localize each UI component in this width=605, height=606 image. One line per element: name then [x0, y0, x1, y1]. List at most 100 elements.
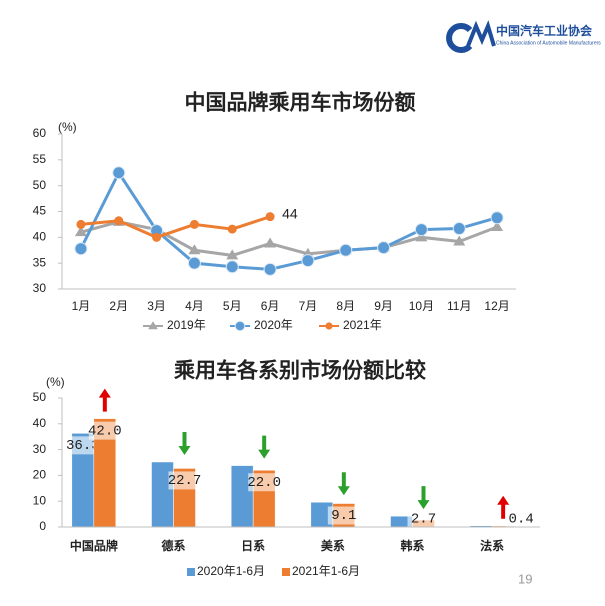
series-line: [80, 215, 271, 239]
point: [188, 244, 201, 255]
trend-arrow: [258, 435, 271, 459]
page-number: 19: [518, 571, 532, 586]
data-label-box: [327, 506, 360, 525]
x-tick-label: 中国品牌: [70, 538, 118, 553]
logo-name: 中国汽车工业协会: [496, 23, 593, 38]
point: [187, 256, 201, 270]
x-tick-label: 10月: [409, 299, 434, 313]
data-label: 44: [282, 205, 298, 221]
trend-arrow: [178, 431, 191, 455]
data-label: 22.7: [168, 473, 202, 489]
point: [339, 243, 353, 257]
series-line: [80, 220, 498, 257]
x-tick-label: 3月: [147, 299, 166, 313]
trend-arrow: [98, 388, 111, 412]
chart-title: 中国品牌乘用车市场份额: [185, 91, 416, 115]
data-label-box: [505, 510, 538, 528]
y-tick-label: 45: [33, 204, 47, 218]
x-tick-label: 4月: [185, 299, 204, 313]
y-tick-label: 60: [33, 126, 47, 140]
point: [415, 231, 428, 242]
y-tick-label: 50: [33, 390, 47, 404]
point: [452, 222, 466, 236]
x-tick-label: 德系: [161, 538, 185, 553]
legend-marker: [234, 320, 246, 332]
y-tick-label: 10: [33, 493, 47, 507]
x-tick-label: 美系: [321, 538, 345, 553]
y-tick-label: 30: [33, 281, 47, 295]
y-tick-label: 40: [33, 230, 47, 244]
point: [152, 232, 162, 242]
legend-swatch: [282, 568, 290, 576]
x-tick-label: 1月: [72, 299, 91, 313]
x-tick-label: 日系: [241, 538, 265, 553]
point: [265, 212, 275, 222]
logo-mark: [446, 23, 473, 53]
point: [225, 260, 239, 274]
point: [301, 254, 315, 268]
x-tick-label: 8月: [336, 299, 355, 313]
point: [74, 226, 87, 237]
legend-marker: [325, 322, 333, 330]
x-tick-label: 5月: [223, 299, 242, 313]
y-tick-label: 0: [39, 519, 46, 533]
y-tick-label: 30: [33, 442, 47, 456]
trend-arrow: [337, 472, 350, 496]
data-label-box: [66, 436, 99, 455]
data-label-box: [88, 421, 121, 440]
point: [377, 241, 391, 255]
legend-label: 2020年: [254, 318, 293, 332]
point: [490, 211, 504, 225]
x-tick-label: 7月: [299, 299, 318, 313]
data-label: 9.1: [331, 508, 356, 524]
x-tick-label: 11月: [447, 299, 471, 313]
trend-arrow: [417, 486, 430, 510]
point: [453, 235, 466, 246]
x-tick-label: 6月: [261, 299, 280, 313]
y-tick-label: 55: [33, 152, 47, 166]
point: [226, 249, 239, 260]
logo: 中国汽车工业协会 China Association of Automobile…: [446, 20, 601, 53]
x-tick-label: 12月: [484, 299, 509, 313]
x-tick-label: 2月: [109, 299, 128, 313]
legend-label: 2021年: [343, 318, 382, 332]
data-label: 0.4: [509, 512, 534, 528]
y-unit: (%): [58, 120, 77, 134]
data-label-box: [168, 471, 201, 490]
logo-mark: [466, 20, 496, 47]
data-label: 42.0: [88, 423, 122, 439]
point: [76, 219, 86, 229]
data-label: 36.3: [66, 438, 100, 454]
y-tick-label: 35: [33, 255, 47, 269]
point: [114, 216, 124, 226]
x-tick-label: 9月: [374, 299, 393, 313]
point: [264, 237, 277, 248]
point: [74, 242, 88, 256]
y-tick-label: 50: [33, 178, 47, 192]
legend-swatch: [187, 568, 195, 576]
data-label-box: [407, 510, 440, 528]
point: [189, 219, 199, 229]
x-tick-label: 法系: [480, 538, 504, 553]
point: [112, 166, 126, 180]
point: [263, 262, 277, 276]
data-label: 2.7: [411, 512, 436, 528]
legend-marker: [148, 321, 158, 330]
point: [414, 223, 428, 237]
trend-arrow: [497, 495, 510, 519]
data-label: 22.0: [247, 475, 281, 491]
chart-title: 乘用车各系别市场份额比较: [173, 359, 426, 383]
data-label-box: [248, 473, 281, 492]
y-tick-label: 20: [33, 468, 47, 482]
x-tick-label: 韩系: [400, 538, 424, 553]
point: [227, 224, 237, 234]
logo-english: China Association of Automobile Manufact…: [496, 40, 601, 46]
y-tick-label: 40: [33, 416, 47, 430]
legend-label: 2021年1-6月: [292, 564, 360, 578]
point: [491, 221, 504, 231]
y-unit: (%): [46, 375, 65, 389]
legend-label: 2020年1-6月: [197, 564, 265, 578]
legend-label: 2019年: [167, 318, 206, 332]
